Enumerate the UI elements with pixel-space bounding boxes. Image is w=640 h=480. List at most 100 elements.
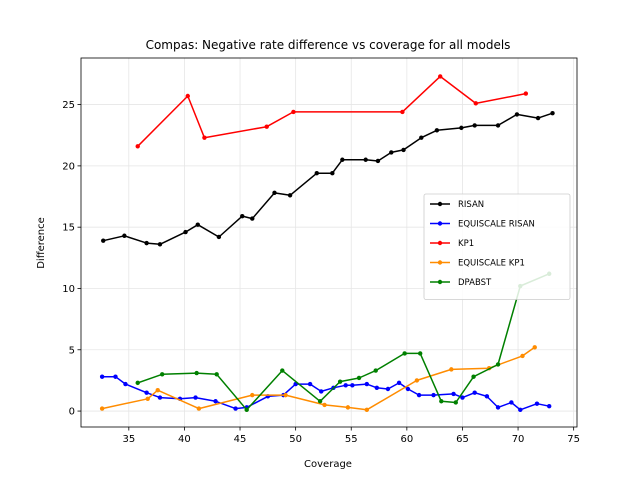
data-point-dpabst [453, 400, 458, 405]
series-line-equiscale-kp1 [101, 346, 536, 411]
legend-entry-label: EQUISCALE RISAN [458, 220, 535, 230]
data-point-risan [250, 216, 255, 221]
data-point-equiscale-kp1 [322, 402, 327, 408]
data-point-kp1 [135, 144, 140, 149]
data-point-equiscale-risan [157, 395, 163, 400]
data-point-dpabst [214, 372, 219, 377]
data-point-equiscale-risan [405, 386, 411, 392]
data-point-risan [535, 115, 541, 121]
data-point-risan [419, 135, 424, 140]
data-point-risan [157, 242, 163, 247]
data-point-kp1 [473, 101, 478, 106]
x-tick-label: 70 [512, 434, 525, 445]
legend-entry-label: DPABST [458, 278, 492, 288]
data-point-risan [375, 158, 381, 164]
data-point-risan [240, 213, 245, 219]
data-point-dpabst [439, 399, 444, 404]
data-point-dpabst [317, 399, 323, 404]
data-point-equiscale-kp1 [520, 353, 525, 359]
data-point-kp1 [291, 109, 296, 115]
data-point-risan [216, 234, 222, 240]
data-point-equiscale-risan [509, 400, 514, 405]
data-point-equiscale-risan [233, 406, 238, 411]
data-point-equiscale-risan [460, 395, 465, 400]
data-point-equiscale-kp1 [196, 406, 202, 411]
series-kp1 [135, 74, 529, 149]
data-point-dpabst [402, 351, 407, 356]
data-point-risan [314, 171, 319, 176]
data-point-equiscale-kp1 [364, 407, 370, 413]
series-dpabst [135, 271, 552, 413]
x-axis-label: Coverage [304, 459, 352, 470]
data-point-dpabst [356, 375, 362, 381]
data-point-equiscale-risan [144, 390, 149, 395]
data-point-equiscale-risan [385, 386, 391, 392]
data-point-equiscale-risan [374, 385, 380, 390]
data-point-dpabst [337, 379, 343, 384]
data-point-risan [330, 171, 335, 176]
x-tick-label: 60 [400, 434, 413, 445]
data-point-risan [389, 150, 394, 155]
data-point-equiscale-risan [213, 399, 218, 404]
data-point-risan [101, 238, 106, 243]
series-line-equiscale-risan [102, 375, 550, 411]
data-point-risan [459, 125, 464, 131]
series-line-dpabst [137, 273, 550, 411]
data-point-risan [272, 190, 277, 196]
grid [81, 58, 577, 427]
legend-swatch-marker [437, 279, 443, 285]
y-tick-label: 10 [62, 284, 75, 295]
data-point-equiscale-risan [396, 380, 402, 386]
data-point-kp1 [438, 74, 443, 79]
y-tick-label: 0 [69, 407, 75, 418]
data-point-equiscale-risan [431, 392, 436, 398]
data-point-equiscale-risan [350, 383, 355, 388]
data-point-equiscale-risan [416, 392, 422, 398]
x-tick-label: 65 [456, 434, 469, 445]
data-point-risan [472, 123, 477, 128]
y-tick-label: 20 [62, 161, 75, 172]
data-point-risan [144, 240, 149, 246]
data-point-kp1 [400, 109, 405, 115]
data-point-dpabst [495, 362, 501, 367]
ticks: 35 40 45 50 55 60 65 70 75 0 5 10 15 20 25 [62, 100, 580, 445]
data-point-dpabst [373, 368, 378, 373]
data-point-equiscale-risan [307, 381, 313, 387]
legend-swatch-marker [437, 240, 443, 246]
data-point-equiscale-risan [343, 383, 348, 388]
legend-swatch-marker [437, 260, 443, 265]
data-point-equiscale-kp1 [414, 378, 420, 383]
data-point-risan [363, 157, 368, 162]
data-point-risan [495, 123, 501, 128]
legend-entry-label: EQUISCALE KP1 [458, 259, 525, 269]
data-point-equiscale-risan [546, 403, 552, 409]
x-tick-label: 35 [122, 434, 135, 445]
series-equiscale-risan [99, 374, 552, 413]
data-point-risan [183, 229, 188, 235]
plot-frame [80, 57, 578, 428]
data-point-equiscale-risan [518, 407, 523, 413]
legend-swatch-marker [437, 221, 443, 226]
data-point-kp1 [185, 93, 190, 99]
data-point-equiscale-risan [495, 405, 501, 410]
x-tick-label: 45 [234, 434, 247, 445]
data-point-equiscale-kp1 [99, 406, 105, 411]
data-point-dpabst [159, 372, 165, 377]
data-point-dpabst [194, 370, 199, 376]
data-point-risan [514, 112, 520, 117]
data-point-kp1 [264, 124, 269, 129]
data-point-equiscale-risan [193, 395, 198, 400]
data-point-risan [287, 193, 293, 198]
data-point-equiscale-risan [364, 381, 370, 387]
data-point-equiscale-risan [99, 374, 105, 379]
data-point-equiscale-risan [451, 391, 456, 397]
data-point-risan [122, 233, 127, 238]
data-point-equiscale-risan [534, 401, 540, 406]
data-point-risan [340, 157, 345, 162]
series-line-risan [103, 112, 553, 246]
x-tick-label: 55 [345, 434, 358, 445]
data-point-dpabst [280, 368, 285, 373]
data-point-dpabst [244, 407, 249, 413]
data-point-equiscale-kp1 [155, 388, 160, 393]
